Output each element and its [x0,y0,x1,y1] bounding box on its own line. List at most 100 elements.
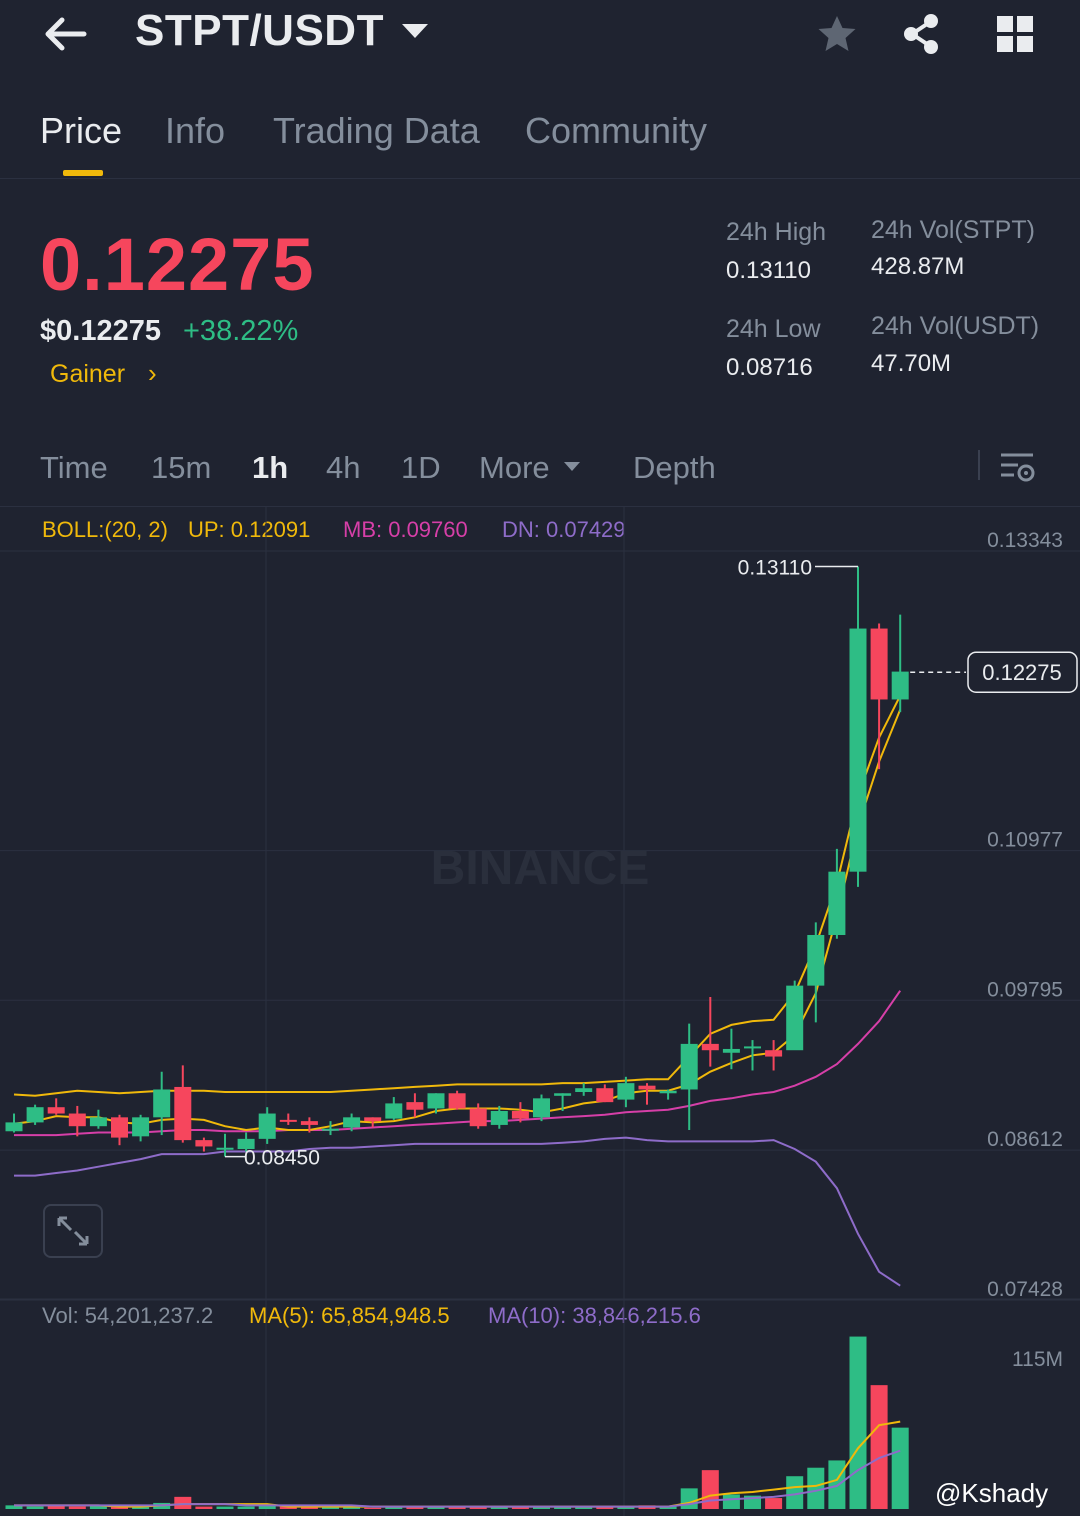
volume-bar [300,1506,318,1509]
candle-body [364,1117,382,1122]
tab-trading-data[interactable]: Trading Data [273,110,480,151]
volume-ma5-line [14,1420,901,1508]
candle-body [237,1138,255,1149]
share-icon[interactable] [900,12,944,56]
binance-watermark: BINANCE [431,842,650,895]
candle-body [469,1108,487,1127]
interval-1h[interactable]: 1h [252,450,289,485]
back-arrow-icon[interactable] [40,12,90,56]
more-caret-icon[interactable] [564,462,580,471]
volume-bar [279,1506,297,1509]
volume-bar [258,1505,276,1509]
volume-bar [891,1427,909,1509]
chart-settings-icon[interactable] [998,448,1036,486]
candles [5,566,909,1157]
candle-body [765,1050,783,1057]
boll-dn-line [14,1136,901,1287]
tab-community[interactable]: Community [525,110,708,151]
star-icon[interactable] [815,12,859,56]
volume-bar [174,1496,192,1509]
interval-time[interactable]: Time [40,450,108,485]
candle-body [5,1122,23,1132]
candle-body [322,1128,339,1131]
candle-body [807,934,825,986]
volume-bar [659,1506,677,1509]
candle-body [68,1113,86,1127]
candle-body [47,1107,65,1114]
dropdown-caret-icon[interactable] [402,24,428,38]
volume-bar [511,1506,529,1509]
boll-dn: DN: 0.07429 [502,517,626,542]
candle-body [722,1048,740,1053]
interval-4h[interactable]: 4h [326,450,361,485]
volume-bar [701,1470,719,1509]
user-watermark: @Kshady [935,1478,1049,1508]
candle-body [427,1093,445,1109]
volume-ma10-label: MA(10): 38,846,215.6 [488,1303,701,1328]
volume-bar [870,1385,888,1509]
gainer-tag[interactable]: Gainer [50,360,126,388]
candle-body [701,1043,719,1051]
tab-info[interactable]: Info [165,110,226,151]
candle-body [744,1046,761,1049]
interval-1d[interactable]: 1D [401,450,441,485]
interval-bar: Time 15m 1h 4h 1D More Depth [0,440,1080,507]
pair-title[interactable]: STPT/USDT [135,6,384,55]
interval-more[interactable]: More [479,450,550,485]
volume-bar [554,1506,572,1509]
boll-mb-line [14,990,902,1137]
active-tab-indicator [63,170,103,176]
candle-body [300,1121,318,1125]
price-markers: 0.13110 0.08450 0.12275 [225,557,1078,1170]
volume-bar [786,1476,804,1509]
volume-bar [132,1506,150,1509]
volume-bar [849,1336,867,1509]
high-marker-label: 0.13110 [738,557,812,580]
price-axis-label: 0.13343 [987,529,1063,552]
volume-bar [26,1506,44,1509]
chevron-right-icon[interactable]: › [148,358,157,388]
volume-bar [680,1488,698,1509]
candle-body [786,985,804,1051]
candle-body [533,1098,550,1118]
candle-body [153,1089,171,1118]
volume-bar [343,1506,361,1509]
price-ma-line [13,709,902,1132]
price-axis-label: 0.07428 [987,1278,1063,1301]
candle-body [343,1117,361,1128]
volume-bar [533,1506,550,1509]
high-value: 0.13110 [726,257,811,284]
candle-body [828,871,846,935]
volume-bar [448,1506,466,1509]
expand-chart-button[interactable] [43,1204,103,1258]
boll-up: UP: 0.12091 [188,517,311,542]
candle-body [638,1085,656,1090]
volume-bar [469,1506,487,1509]
candle-body [575,1088,593,1093]
low-label: 24h Low [726,315,821,343]
vol-quote-label: 24h Vol(USDT) [871,312,1040,340]
grid-icon[interactable] [993,12,1037,56]
candle-body [849,628,867,872]
volume-ma5-label: MA(5): 65,854,948.5 [249,1303,450,1328]
volume-bar [111,1506,128,1509]
volume-bar [322,1506,339,1509]
volume-bar [5,1505,23,1509]
volume-bar [89,1505,107,1509]
candle-body [596,1088,614,1103]
vol-base-label: 24h Vol(STPT) [871,216,1035,244]
usd-price: $0.12275 [40,315,161,347]
tab-price[interactable]: Price [40,110,123,151]
interval-depth[interactable]: Depth [633,450,716,485]
volume-bar [47,1505,65,1509]
volume-bar [68,1506,86,1509]
interval-divider [978,450,980,480]
interval-15m[interactable]: 15m [151,450,212,485]
volume-axis-label: 115M [1012,1348,1063,1371]
volume-bar [807,1467,825,1509]
tab-bar: Price Info Trading Data Community [0,100,1080,179]
candle-body [111,1117,128,1138]
volume-bar [427,1506,445,1509]
price-axis-label: 0.10977 [987,829,1063,852]
